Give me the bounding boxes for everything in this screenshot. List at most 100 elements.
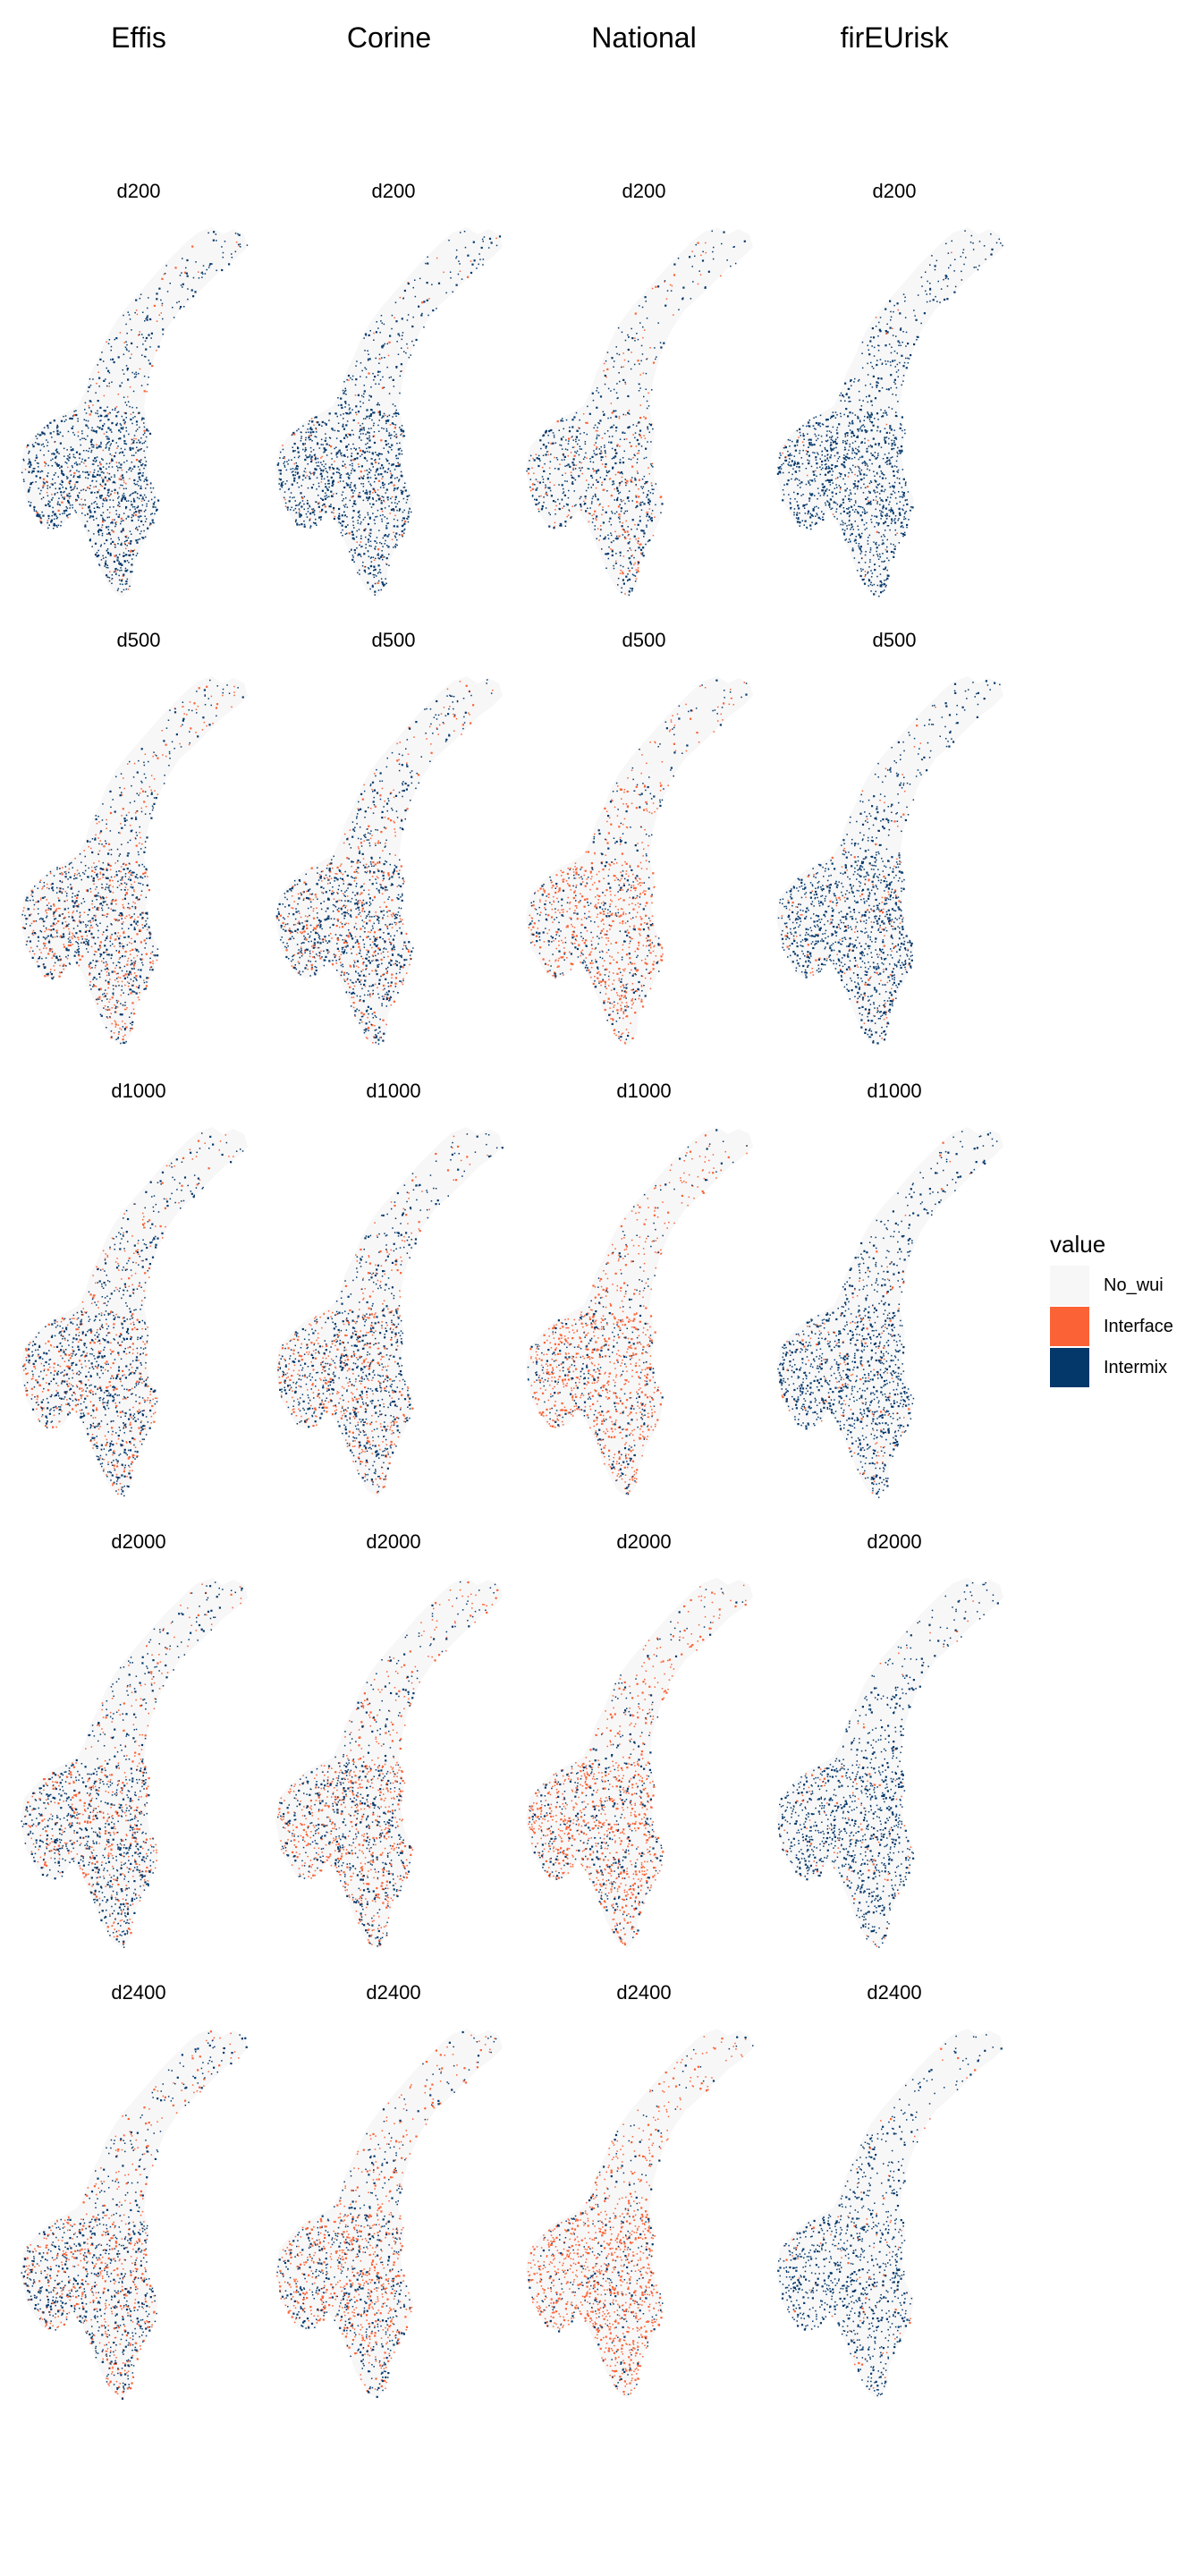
panel-label: d2400 — [519, 1980, 769, 2005]
map-panel-effis-d500: d500 — [13, 628, 264, 1066]
norway-wui-map — [21, 1127, 248, 1497]
no-wui-area — [21, 1578, 248, 1948]
legend-swatch-interface — [1050, 1307, 1089, 1346]
legend-item-intermix: Intermix — [1050, 1347, 1193, 1388]
interface-pixels — [781, 1141, 971, 1494]
interface-pixels — [21, 685, 235, 1041]
map-panel-corine-d2000: d2000 — [268, 1530, 519, 1968]
no-wui-area — [776, 2029, 1003, 2399]
map-panel-fireurisk-d2400: d2400 — [769, 1980, 1020, 2419]
map-panel-corine-d2400: d2400 — [268, 1980, 519, 2419]
norway-wui-map — [776, 1578, 1003, 1948]
no-wui-area — [526, 676, 753, 1046]
panel-label: d500 — [13, 628, 264, 653]
map-panel-fireurisk-d2000: d2000 — [769, 1530, 1020, 1968]
norway-wui-map — [526, 676, 753, 1046]
intermix-pixels — [777, 2034, 1003, 2397]
map-panel-fireurisk-d200: d200 — [769, 179, 1020, 617]
map-panel-effis-d200: d200 — [13, 179, 264, 617]
map-panel-effis-d1000: d1000 — [13, 1079, 264, 1517]
panel-label: d1000 — [519, 1079, 769, 1104]
map-panel-corine-d500: d500 — [268, 628, 519, 1066]
intermix-pixels — [777, 1131, 998, 1498]
norway-wui-map — [21, 2029, 248, 2400]
intermix-pixels — [529, 679, 748, 1040]
intermix-pixels — [277, 1133, 504, 1493]
intermix-pixels — [526, 230, 746, 596]
map-panel-corine-d1000: d1000 — [268, 1079, 519, 1517]
norway-wui-map — [275, 227, 503, 597]
panel-label: d2400 — [13, 1980, 264, 2005]
no-wui-area — [526, 1127, 753, 1497]
norway-wui-map — [776, 227, 1003, 597]
no-wui-area — [275, 676, 503, 1046]
legend-label-interface: Interface — [1104, 1317, 1173, 1337]
norway-wui-map — [776, 676, 1003, 1046]
no-wui-area — [776, 227, 1003, 597]
panel-label: d500 — [519, 628, 769, 653]
no-wui-area — [21, 676, 248, 1046]
intermix-pixels — [21, 679, 244, 1045]
norway-wui-map — [275, 1127, 504, 1497]
interface-pixels — [527, 2036, 747, 2395]
intermix-pixels — [21, 231, 249, 593]
interface-pixels — [528, 1584, 747, 1945]
intermix-pixels — [529, 1588, 744, 1940]
column-title-fireurisk: firEUrisk — [796, 20, 993, 55]
interface-pixels — [528, 242, 722, 595]
map-panel-corine-d200: d200 — [268, 179, 519, 617]
interface-pixels — [277, 1581, 499, 1946]
legend-item-interface: Interface — [1050, 1306, 1193, 1347]
norway-wui-map — [526, 227, 753, 597]
norway-wui-map — [526, 1127, 753, 1497]
no-wui-area — [776, 1127, 1003, 1497]
map-panel-national-d200: d200 — [519, 179, 769, 617]
interface-pixels — [529, 1134, 748, 1495]
intermix-pixels — [276, 2030, 497, 2398]
intermix-pixels — [777, 1581, 999, 1948]
map-panel-fireurisk-d1000: d1000 — [769, 1079, 1020, 1517]
interface-pixels — [784, 2047, 977, 2389]
no-wui-area — [275, 227, 503, 597]
panel-label: d2000 — [13, 1530, 264, 1555]
legend-label-intermix: Intermix — [1104, 1358, 1167, 1378]
no-wui-area — [21, 227, 248, 597]
no-wui-area — [526, 1578, 753, 1948]
map-panel-effis-d2000: d2000 — [13, 1530, 264, 1968]
panel-label: d2000 — [769, 1530, 1020, 1555]
panel-label: d200 — [13, 179, 264, 204]
norway-wui-map — [21, 227, 249, 597]
panel-label: d2000 — [519, 1530, 769, 1555]
panel-label: d2400 — [268, 1980, 519, 2005]
panel-label: d1000 — [268, 1079, 519, 1104]
map-panel-effis-d2400: d2400 — [13, 1980, 264, 2419]
no-wui-area — [776, 1578, 1003, 1948]
no-wui-area — [526, 2029, 753, 2399]
intermix-pixels — [277, 1580, 496, 1947]
map-panel-national-d2000: d2000 — [519, 1530, 769, 1968]
no-wui-area — [21, 2029, 248, 2399]
no-wui-area — [275, 2029, 503, 2399]
panel-label: d200 — [769, 179, 1020, 204]
norway-wui-map — [776, 2029, 1003, 2399]
panel-label: d1000 — [769, 1079, 1020, 1104]
map-panel-national-d500: d500 — [519, 628, 769, 1066]
intermix-pixels — [276, 231, 502, 596]
norway-wui-map — [526, 1578, 753, 1948]
norway-wui-map — [776, 1127, 1003, 1498]
column-title-corine: Corine — [291, 20, 487, 55]
panel-label: d2400 — [769, 1980, 1020, 2005]
panel-label: d1000 — [13, 1079, 264, 1104]
intermix-pixels — [528, 2036, 754, 2395]
intermix-pixels — [527, 1129, 748, 1496]
intermix-pixels — [777, 680, 1001, 1045]
no-wui-area — [275, 1578, 503, 1948]
intermix-pixels — [776, 230, 1003, 597]
no-wui-area — [21, 1127, 248, 1497]
legend-swatch-intermix — [1050, 1348, 1089, 1387]
no-wui-area — [526, 227, 753, 597]
norway-wui-map — [275, 2029, 503, 2399]
norway-wui-map — [21, 1578, 248, 1948]
legend-title: value — [1050, 1229, 1193, 1259]
legend-swatch-no-wui — [1050, 1266, 1089, 1305]
